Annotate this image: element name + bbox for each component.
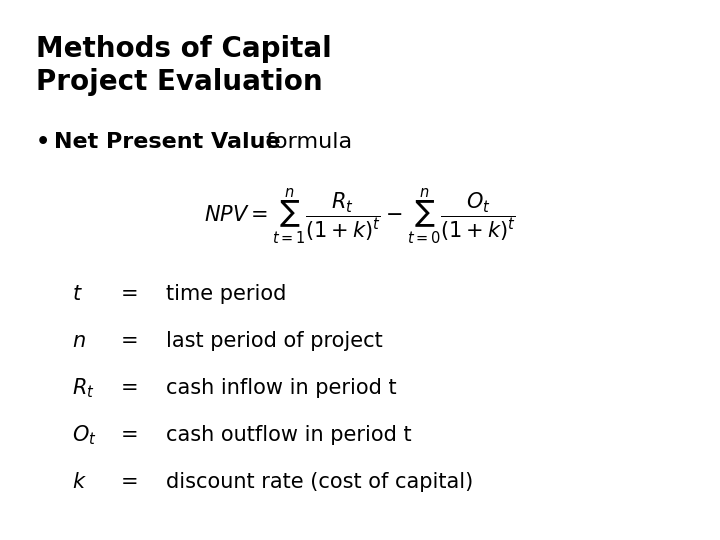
Text: $t$: $t$ <box>72 284 83 305</box>
Text: $R_t$: $R_t$ <box>72 376 95 400</box>
Text: $NPV = \sum_{t=1}^{n} \dfrac{R_t}{(1+k)^t} - \sum_{t=0}^{n} \dfrac{O_t}{(1+k)^t}: $NPV = \sum_{t=1}^{n} \dfrac{R_t}{(1+k)^… <box>204 186 516 246</box>
Text: =: = <box>121 472 138 492</box>
Text: Net Present Value: Net Present Value <box>54 132 281 152</box>
Text: Methods of Capital: Methods of Capital <box>36 35 332 63</box>
Text: Copyright ©2014 Pearson Education, Inc. All rights reserved.: Copyright ©2014 Pearson Education, Inc. … <box>14 516 312 526</box>
Text: $O_t$: $O_t$ <box>72 423 96 447</box>
Text: =: = <box>121 378 138 399</box>
Text: time period: time period <box>166 284 286 305</box>
Text: cash inflow in period t: cash inflow in period t <box>166 378 396 399</box>
Text: $k$: $k$ <box>72 472 87 492</box>
Text: Project Evaluation: Project Evaluation <box>36 68 323 96</box>
Text: formula: formula <box>259 132 352 152</box>
Text: cash outflow in period t: cash outflow in period t <box>166 425 411 446</box>
Text: discount rate (cost of capital): discount rate (cost of capital) <box>166 472 473 492</box>
Text: 12-10: 12-10 <box>678 516 706 526</box>
Text: $n$: $n$ <box>72 331 86 352</box>
Text: =: = <box>121 284 138 305</box>
Text: =: = <box>121 331 138 352</box>
Text: =: = <box>121 425 138 446</box>
Text: last period of project: last period of project <box>166 331 382 352</box>
Text: •: • <box>36 132 58 152</box>
